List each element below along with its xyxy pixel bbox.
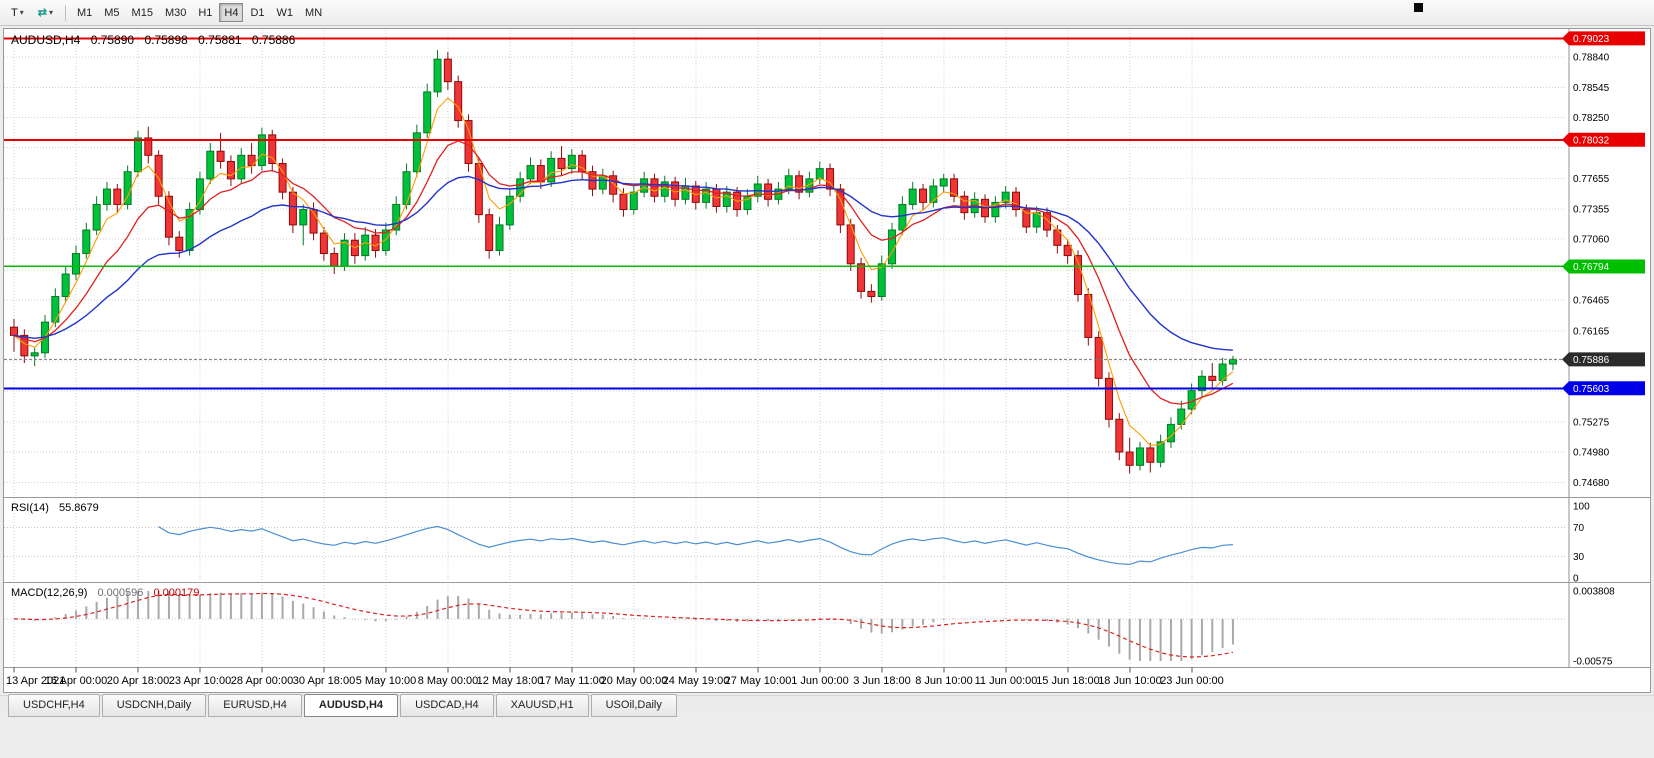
svg-text:0.78250: 0.78250	[1573, 113, 1610, 124]
chart-tab-usdchf[interactable]: USDCHF,H4	[8, 694, 100, 717]
ohlc-close: 0.75886	[251, 33, 296, 47]
price-marker-bid: 0.75886	[1562, 352, 1645, 367]
svg-text:0.74980: 0.74980	[1573, 448, 1610, 459]
svg-text:30: 30	[1573, 552, 1585, 563]
svg-text:0.76165: 0.76165	[1573, 326, 1610, 337]
timeframe-mn-button[interactable]: MN	[300, 3, 327, 22]
svg-text:0.77655: 0.77655	[1573, 174, 1610, 185]
arrows-icon: ⇄	[37, 7, 47, 19]
svg-text:0.77355: 0.77355	[1573, 205, 1610, 216]
macd-main-value: 0.000596	[97, 587, 144, 599]
templates-button[interactable]: T ▾	[5, 3, 30, 23]
svg-text:24 May 19:00: 24 May 19:00	[663, 675, 730, 687]
svg-text:0.78032: 0.78032	[1573, 135, 1610, 146]
svg-text:28 Apr 00:00: 28 Apr 00:00	[231, 675, 293, 687]
svg-text:11 Jun 00:00: 11 Jun 00:00	[975, 675, 1038, 687]
price-marker-0.75603: 0.75603	[1562, 381, 1645, 396]
timeframe-h1-button[interactable]: H1	[193, 3, 217, 22]
macd-signal-value: 0.000179	[153, 587, 200, 599]
svg-text:3 Jun 18:00: 3 Jun 18:00	[853, 675, 911, 687]
svg-text:23 Apr 10:00: 23 Apr 10:00	[169, 675, 231, 687]
svg-text:0.79023: 0.79023	[1573, 34, 1610, 45]
pane-dividers	[4, 497, 1650, 668]
rsi-value: 55.8679	[58, 502, 99, 514]
toolbar: T ▾ ⇄ ▾ M1 M5 M15 M30 H1 H4 D1 W1 MN	[0, 0, 1654, 26]
rsi-label: RSI(14) 55.8679	[11, 502, 99, 514]
timeframe-toolbar: M1 M5 M15 M30 H1 H4 D1 W1 MN	[71, 3, 328, 22]
price-marker-0.76794: 0.76794	[1562, 259, 1645, 274]
toolbar-separator	[64, 4, 66, 21]
timeframe-m30-button[interactable]: M30	[160, 3, 191, 22]
svg-text:0.76465: 0.76465	[1573, 296, 1610, 307]
svg-text:17 May 11:00: 17 May 11:00	[539, 675, 605, 687]
svg-text:12 May 18:00: 12 May 18:00	[477, 675, 544, 687]
price-marker-0.79023: 0.79023	[1562, 31, 1645, 46]
ma-line-24	[13, 175, 1233, 351]
svg-text:23 Jun 00:00: 23 Jun 00:00	[1160, 675, 1224, 687]
chevron-down-icon: ▾	[48, 8, 53, 17]
chart-tab-bar: USDCHF,H4 USDCNH,Daily EURUSD,H4 AUDUSD,H4 U…	[0, 694, 1654, 717]
chart-symbol: AUDUSD,H4	[11, 33, 81, 47]
price-chart-canvas[interactable]: 0.78840 0.78545 0.78250 0.77655 0.77355 0.770…	[4, 29, 1650, 692]
candlesticks	[10, 49, 1237, 474]
svg-text:0.77060: 0.77060	[1573, 235, 1610, 246]
timeframe-w1-button[interactable]: W1	[272, 3, 299, 22]
svg-text:8 Jun 10:00: 8 Jun 10:00	[915, 675, 973, 687]
macd-pane: 0.003808 -0.00575	[4, 587, 1615, 668]
svg-text:27 May 10:00: 27 May 10:00	[725, 675, 792, 687]
chart-window: 0.78840 0.78545 0.78250 0.77655 0.77355 0.770…	[3, 28, 1651, 693]
ohlc-low: 0.75881	[198, 33, 242, 47]
timeframe-m5-button[interactable]: M5	[99, 3, 124, 22]
svg-text:0.78840: 0.78840	[1573, 53, 1610, 64]
chart-tab-xauusd[interactable]: XAUUSD,H1	[495, 694, 589, 717]
svg-text:0: 0	[1573, 574, 1579, 585]
svg-text:16 Apr 00:00: 16 Apr 00:00	[45, 675, 107, 687]
chart-tab-eurusd[interactable]: EURUSD,H4	[208, 694, 302, 717]
svg-text:0.75886: 0.75886	[1573, 355, 1610, 366]
svg-text:20 May 00:00: 20 May 00:00	[601, 675, 668, 687]
svg-text:70: 70	[1573, 523, 1585, 534]
svg-text:15 Jun 18:00: 15 Jun 18:00	[1036, 675, 1100, 687]
ohlc-open: 0.75890	[90, 33, 135, 47]
svg-text:100: 100	[1573, 502, 1590, 513]
chart-tab-usdcad[interactable]: USDCAD,H4	[400, 694, 494, 717]
svg-text:0.003808: 0.003808	[1573, 587, 1615, 598]
chart-tab-usoil[interactable]: USOil,Daily	[590, 694, 677, 717]
svg-text:0.76794: 0.76794	[1573, 262, 1610, 273]
timeframe-m1-button[interactable]: M1	[72, 3, 97, 22]
svg-text:30 Apr 18:00: 30 Apr 18:00	[293, 675, 355, 687]
svg-text:13 Apr 2021: 13 Apr 2021	[6, 675, 65, 687]
svg-text:0.75603: 0.75603	[1573, 384, 1610, 395]
black-square-icon	[1414, 3, 1423, 12]
chart-header: AUDUSD,H4 0.75890 0.75898 0.75881 0.7588…	[11, 33, 295, 47]
chart-tab-audusd[interactable]: AUDUSD,H4	[303, 694, 399, 717]
timeframe-m15-button[interactable]: M15	[127, 3, 158, 22]
rsi-name: RSI(14)	[11, 502, 49, 514]
profiles-button[interactable]: ⇄ ▾	[32, 3, 59, 23]
svg-text:0.78545: 0.78545	[1573, 83, 1610, 94]
ohlc-high: 0.75898	[144, 33, 188, 47]
svg-text:8 May 00:00: 8 May 00:00	[418, 675, 479, 687]
price-axis: 0.78840 0.78545 0.78250 0.77655 0.77355 0.770…	[1568, 29, 1610, 668]
svg-text:1 Jun 00:00: 1 Jun 00:00	[791, 675, 849, 687]
chart-grid	[4, 30, 1567, 668]
svg-text:20 Apr 18:00: 20 Apr 18:00	[107, 675, 169, 687]
templates-label: T	[11, 6, 18, 19]
timeframe-d1-button[interactable]: D1	[245, 3, 269, 22]
svg-text:18 Jun 10:00: 18 Jun 10:00	[1098, 675, 1162, 687]
svg-text:0.74680: 0.74680	[1573, 478, 1610, 489]
rsi-pane: 100 70 30 0	[4, 502, 1590, 585]
status-area	[0, 718, 1654, 758]
ma-line-4	[13, 97, 1234, 447]
timeframe-h4-button[interactable]: H4	[219, 3, 244, 22]
svg-text:0.75275: 0.75275	[1573, 417, 1610, 428]
svg-text:-0.00575: -0.00575	[1573, 657, 1613, 668]
svg-text:5 May 10:00: 5 May 10:00	[356, 675, 417, 687]
chevron-down-icon: ▾	[19, 8, 24, 17]
chart-tab-usdcnh[interactable]: USDCNH,Daily	[101, 694, 207, 717]
price-marker-0.78032: 0.78032	[1562, 132, 1645, 147]
macd-label: MACD(12,26,9) 0.000596 0.000179	[11, 587, 199, 599]
macd-name: MACD(12,26,9)	[11, 587, 88, 599]
